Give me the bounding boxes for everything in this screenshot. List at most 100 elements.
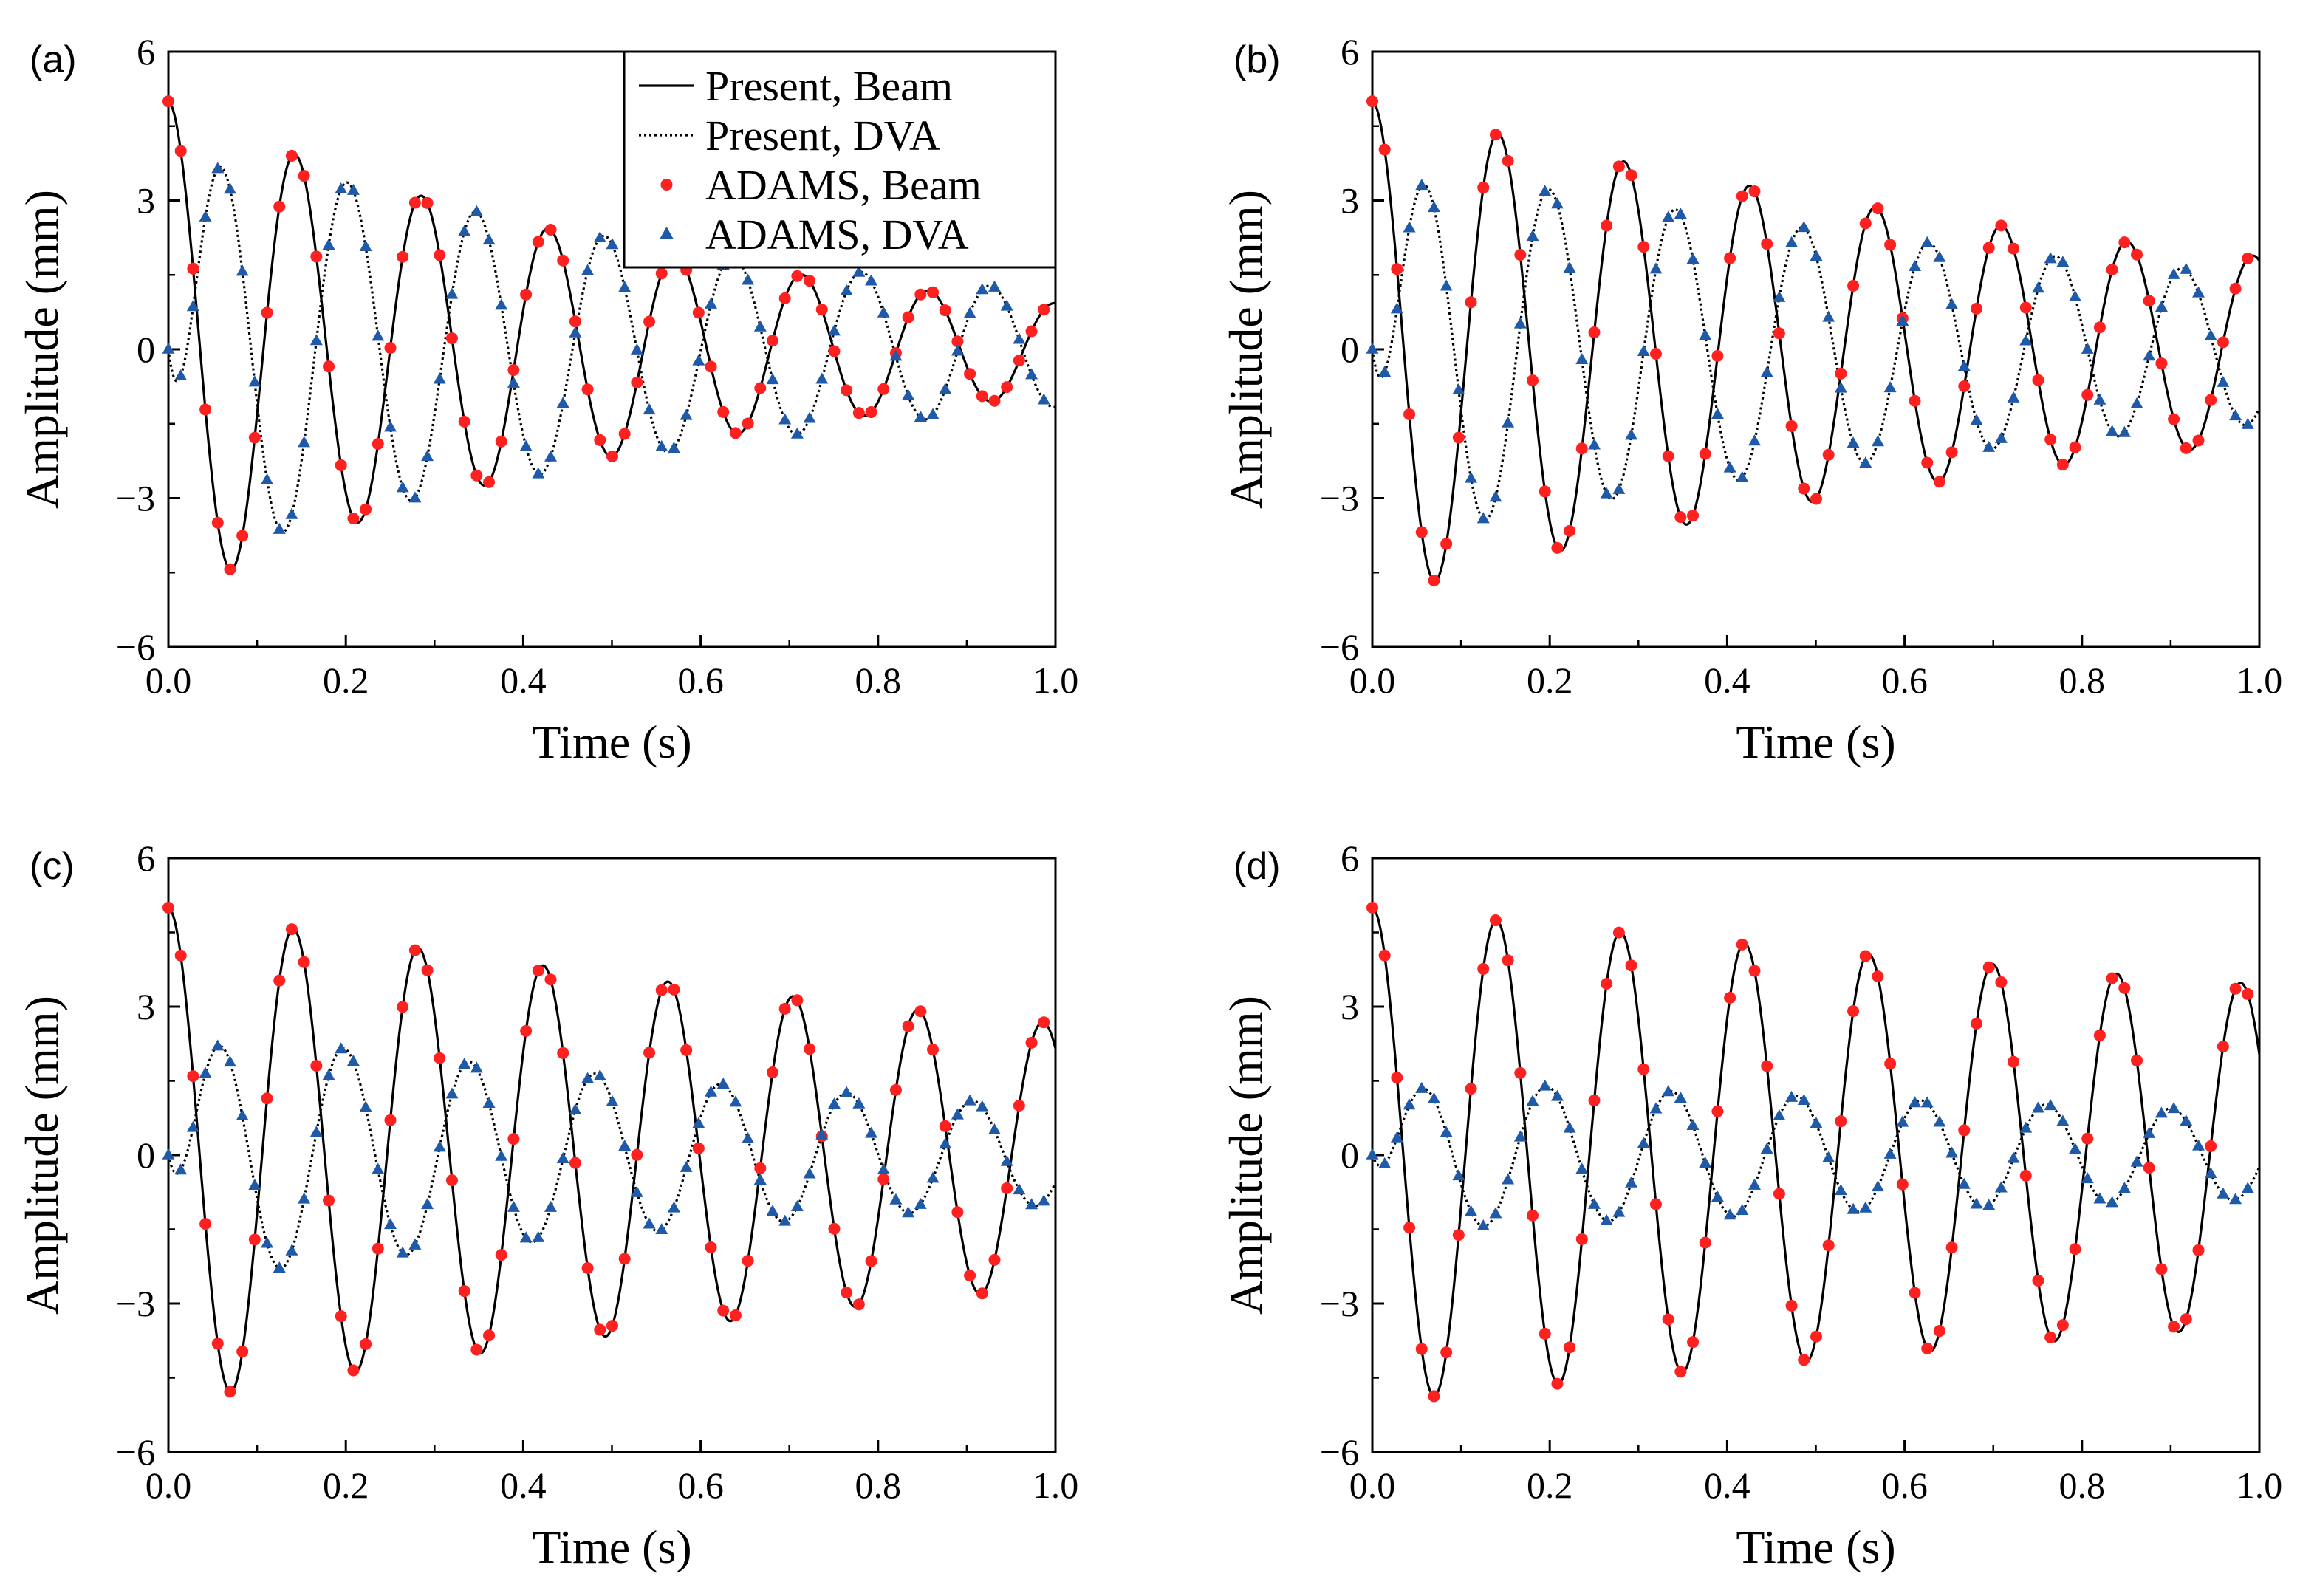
adams-dva-point [1637, 344, 1650, 356]
adams-beam-point [1971, 302, 1983, 315]
adams-beam-point [224, 563, 236, 575]
adams-beam-point [778, 292, 791, 304]
plot-frame [1371, 50, 2261, 648]
adams-dva-point [372, 329, 385, 341]
adams-dva-point [1489, 490, 1502, 502]
adams-beam-point [791, 270, 804, 282]
series-present-beam [1372, 100, 2259, 582]
adams-dva-point [914, 1197, 927, 1209]
adams-beam-point [532, 965, 544, 977]
adams-dva-point [2019, 1121, 2033, 1133]
adams-beam-point [742, 417, 754, 430]
adams-dva-point [1834, 381, 1847, 393]
adams-beam-point [865, 406, 877, 419]
adams-dva-point [606, 238, 619, 250]
adams-beam-point [1835, 367, 1847, 380]
adams-beam-point [1674, 511, 1687, 524]
adams-dva-point [1000, 1154, 1013, 1166]
x-tick-label: 0.4 [500, 1465, 547, 1506]
adams-beam-point [815, 304, 828, 316]
adams-dva-point [1502, 416, 1515, 428]
adams-dva-point [1822, 310, 1835, 322]
adams-beam-point [544, 224, 557, 236]
adams-dva-point [2191, 1139, 2205, 1151]
adams-beam-point [1909, 1287, 1921, 1299]
adams-dva-point [1736, 470, 1749, 482]
adams-dva-point [211, 1039, 225, 1051]
adams-dva-point [1773, 290, 1786, 302]
adams-beam-point [1662, 1313, 1674, 1326]
adams-dva-point [1723, 1208, 1736, 1220]
series-present-beam [1372, 906, 2259, 1398]
adams-beam-point [778, 1002, 791, 1015]
adams-beam-point [1687, 1336, 1700, 1349]
adams-dva-point [643, 403, 656, 415]
adams-dva-point [1736, 1203, 1749, 1215]
adams-beam-point [828, 1222, 841, 1235]
adams-beam-point [2180, 442, 2192, 454]
adams-dva-point [2155, 301, 2168, 312]
adams-dva-point [1994, 431, 2008, 443]
adams-dva-point [1847, 436, 1860, 448]
adams-beam-point [680, 1044, 693, 1056]
x-tick-label: 0.2 [323, 1465, 369, 1506]
adams-beam-point [1687, 510, 1700, 522]
adams-dva-point [248, 375, 261, 387]
adams-dva-point [372, 1162, 385, 1174]
adams-dva-point [211, 162, 225, 174]
adams-beam-point [581, 383, 594, 396]
adams-dva-point [926, 408, 940, 419]
adams-beam-point [360, 503, 372, 516]
adams-beam-point [1378, 143, 1391, 156]
adams-dva-point [1025, 368, 1038, 380]
legend-label: ADAMS, Beam [705, 161, 982, 209]
adams-dva-point [2118, 1182, 2131, 1193]
adams-beam-point [1378, 949, 1391, 962]
adams-dva-point [1440, 1126, 1453, 1137]
legend-blue-triangle [660, 227, 674, 239]
adams-dva-point [309, 334, 323, 346]
x-tick-label: 0.2 [323, 660, 369, 701]
adams-beam-point [2168, 413, 2180, 425]
adams-dva-point [1390, 1131, 1403, 1143]
adams-beam-point [372, 437, 384, 450]
adams-dva-point [2031, 1101, 2044, 1113]
adams-beam-point [717, 405, 730, 418]
adams-beam-point [1736, 190, 1748, 202]
adams-beam-point [1366, 95, 1378, 108]
adams-dva-point [273, 522, 286, 534]
adams-dva-point [593, 1069, 606, 1080]
adams-beam-point [2143, 1162, 2155, 1174]
adams-dva-point [507, 1200, 520, 1212]
adams-beam-point [1637, 1063, 1650, 1075]
adams-beam-point [705, 360, 717, 373]
adams-dva-point [630, 1185, 643, 1197]
adams-dva-point [692, 354, 705, 366]
adams-beam-point [1785, 1299, 1798, 1312]
x-tick-label: 1.0 [2236, 660, 2283, 701]
adams-beam-point [495, 1249, 507, 1261]
adams-dva-point [1563, 1121, 1576, 1133]
adams-beam-point [2093, 1029, 2106, 1041]
adams-beam-point [1933, 1325, 1945, 1338]
panel-label: (d) [1233, 845, 1281, 888]
adams-beam-point [2192, 434, 2205, 447]
adams-beam-point [384, 342, 397, 355]
adams-beam-point [1025, 1036, 1038, 1049]
adams-beam-point [2069, 1243, 2081, 1256]
adams-beam-point [1773, 1188, 1785, 1200]
adams-beam-point [273, 974, 286, 987]
adams-dva-point [2069, 1143, 2082, 1154]
x-tick-label: 0.6 [1881, 660, 1928, 701]
adams-dva-point [1909, 260, 1922, 272]
adams-beam-point [1995, 976, 2008, 988]
adams-beam-point [951, 1206, 964, 1219]
adams-dva-point [729, 1095, 742, 1107]
adams-dva-point [174, 369, 188, 380]
adams-beam-point [421, 964, 434, 976]
adams-dva-point [1920, 1096, 1934, 1108]
adams-dva-point [1366, 1148, 1379, 1160]
adams-dva-point [1896, 1115, 1909, 1127]
adams-beam-point [1822, 448, 1835, 461]
adams-beam-point [841, 384, 853, 397]
